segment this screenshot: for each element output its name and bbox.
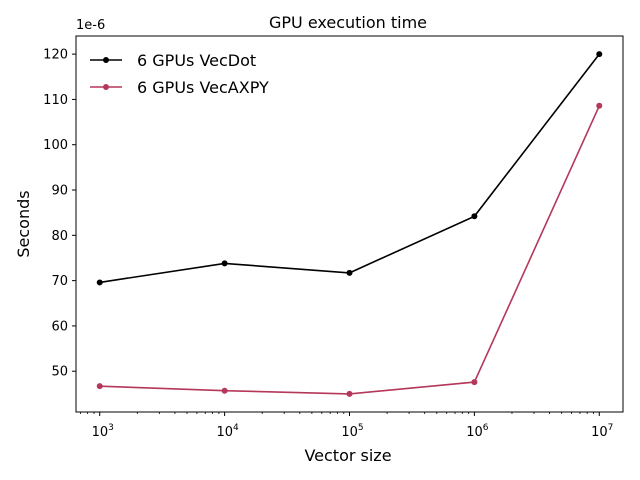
x-tick-label: 105 [341,423,363,440]
chart-title: GPU execution time [269,13,427,32]
legend: 6 GPUs VecDot 6 GPUs VecAXPY [90,51,269,97]
plot-area [96,51,603,397]
x-tick-label: 104 [216,423,239,440]
y-axis: 50 60 70 80 90 100 110 120 [43,48,76,380]
legend-label: 6 GPUs VecAXPY [137,78,269,97]
legend-marker [103,57,109,63]
legend-label: 6 GPUs VecDot [137,51,256,70]
data-point [96,279,103,286]
x-tick-label: 107 [591,423,613,440]
data-point [596,102,603,109]
data-point [471,379,478,386]
data-point [221,260,228,267]
y-tick-label: 50 [51,365,68,380]
data-point [221,387,228,394]
data-point [96,383,103,390]
series-line-1 [99,105,601,395]
data-point [346,269,353,276]
data-point [471,213,478,220]
x-tick-label: 106 [466,423,489,440]
data-point [346,390,353,397]
y-tick-label: 80 [51,229,68,244]
y-axis-label: Seconds [14,190,33,257]
y-tick-label: 70 [51,274,68,289]
y-tick-label: 110 [43,93,68,108]
y-tick-label: 60 [51,319,68,334]
y-tick-label: 100 [43,138,68,153]
data-point [596,51,603,58]
y-offset-label: 1e-6 [76,18,105,33]
x-tick-label: 103 [92,423,114,440]
legend-marker [103,84,109,90]
x-axis-label: Vector size [304,446,391,465]
x-axis: 103 104 105 106 107 [79,412,613,440]
y-tick-label: 90 [51,184,68,199]
y-tick-label: 120 [43,48,68,63]
